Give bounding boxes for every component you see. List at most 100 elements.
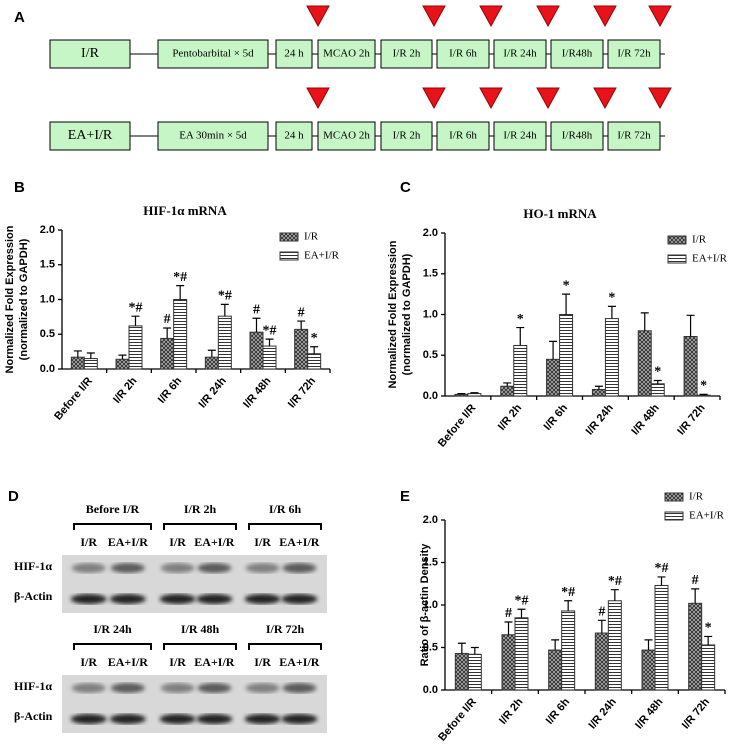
y-tick-label: 1.0 — [423, 308, 438, 320]
step-box — [493, 121, 547, 151]
blot-group-label: I/R 72h — [266, 622, 305, 636]
sampling-marker — [648, 5, 672, 28]
error-bar — [457, 392, 466, 395]
error-bar — [594, 385, 603, 390]
x-tick-label: I/R 48h — [629, 402, 662, 438]
error-bar — [73, 350, 82, 358]
blot-group-label: I/R 48h — [181, 622, 220, 636]
bar — [701, 644, 716, 691]
sampling-marker — [306, 5, 330, 28]
significance-mark: *# — [561, 585, 575, 600]
error-bar — [163, 327, 172, 339]
y-tick-label: 1.5 — [40, 259, 55, 271]
bar — [604, 318, 619, 397]
step-box — [607, 39, 661, 69]
significance-mark: # — [505, 606, 512, 621]
sampling-marker — [479, 87, 503, 110]
blot-row-label: β-Actin — [14, 589, 53, 603]
legend-label: I/R — [304, 231, 319, 243]
error-bar — [252, 317, 261, 333]
significance-mark: *# — [655, 561, 669, 576]
bar — [513, 344, 528, 397]
x-tick-label: I/R 6h — [542, 402, 571, 433]
blot-row-label: β-Actin — [14, 709, 53, 723]
error-bar — [517, 608, 526, 618]
blot-band — [281, 594, 318, 604]
blot-group-label: Before I/R — [86, 502, 140, 516]
x-tick-label: I/R 72h — [286, 375, 319, 411]
bar — [591, 388, 606, 397]
bar — [262, 345, 277, 370]
blot-band — [160, 683, 195, 693]
blot-bracket — [248, 523, 322, 530]
blot-lane-label: EA+I/R — [279, 655, 320, 669]
step-label: EA 30min × 5d — [179, 130, 247, 142]
blot-band — [281, 714, 318, 724]
x-tick-label: I/R 24h — [196, 375, 229, 411]
step-label: I/R 72h — [617, 48, 651, 60]
legend-label: EA+I/R — [692, 253, 728, 265]
bar — [204, 356, 219, 370]
bar — [217, 315, 232, 370]
legend-swatch — [667, 254, 687, 264]
x-tick-label: I/R 6h — [544, 696, 573, 727]
x-tick-label: I/R 72h — [675, 402, 708, 438]
step-box — [317, 121, 376, 151]
significance-mark: *# — [129, 300, 143, 315]
significance-mark: *# — [218, 289, 232, 304]
blot-band — [197, 563, 232, 573]
bar — [173, 299, 188, 370]
sampling-marker — [536, 87, 560, 110]
chart-title: HIF-1α mRNA — [143, 203, 227, 218]
step-label: MCAO 2h — [323, 130, 370, 142]
step-label: I/R48h — [562, 48, 593, 60]
bar — [307, 353, 322, 370]
blot-lane-label: I/R — [169, 535, 186, 549]
step-label: I/R 72h — [617, 130, 651, 142]
legend-label: I/R — [692, 234, 707, 246]
legend-swatch — [279, 251, 299, 261]
blot-band — [244, 714, 281, 724]
y-axis-label: (normalized to GAPDH) — [401, 253, 413, 375]
bar — [696, 394, 711, 397]
blot-band — [110, 683, 145, 693]
legend-label: I/R — [689, 491, 704, 503]
error-bar — [551, 639, 560, 651]
y-tick-label: 2.0 — [423, 227, 438, 239]
x-tick-label: I/R 48h — [633, 696, 666, 732]
error-bar — [657, 576, 666, 586]
blot-lane-label: I/R — [80, 655, 97, 669]
significance-mark: *# — [263, 323, 277, 338]
blot-band — [109, 714, 146, 724]
significance-mark: *# — [608, 574, 622, 589]
error-bar — [699, 393, 708, 396]
error-bar — [597, 619, 606, 634]
bar — [467, 653, 482, 691]
step-box — [157, 121, 269, 151]
blot-row-label: HIF-1α — [14, 559, 52, 573]
bar — [561, 610, 576, 691]
blot-band — [197, 683, 232, 693]
bar — [83, 358, 98, 370]
blot-band — [159, 594, 196, 604]
sampling-marker — [648, 87, 672, 110]
significance-mark: # — [164, 312, 171, 327]
error-bar — [457, 642, 466, 654]
x-tick-label: I/R 2h — [496, 402, 525, 433]
x-tick-label: Before I/R — [52, 375, 95, 423]
sampling-marker — [422, 5, 446, 28]
error-bar — [564, 600, 573, 611]
error-bar — [691, 588, 700, 604]
blot-image — [62, 555, 327, 613]
bar — [607, 600, 622, 691]
significance-mark: * — [700, 379, 707, 394]
x-tick-label: Before I/R — [436, 402, 479, 450]
significance-mark: *# — [515, 593, 529, 608]
panel-label: B — [14, 179, 25, 196]
error-bar — [297, 320, 306, 330]
error-bar — [516, 326, 525, 346]
error-bar — [131, 315, 140, 326]
bar — [683, 336, 698, 397]
x-tick-label: Before I/R — [436, 696, 479, 744]
blot-image — [62, 675, 327, 733]
